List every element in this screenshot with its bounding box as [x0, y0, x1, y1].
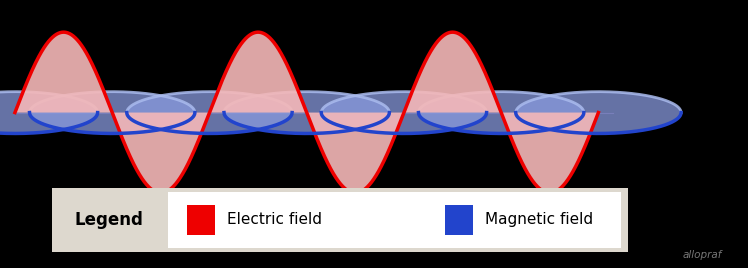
Text: Legend: Legend — [74, 211, 143, 229]
Polygon shape — [501, 113, 598, 193]
Text: Magnetic field: Magnetic field — [485, 212, 593, 227]
Polygon shape — [209, 32, 307, 113]
Polygon shape — [419, 92, 584, 133]
Polygon shape — [127, 92, 292, 133]
FancyBboxPatch shape — [187, 205, 215, 234]
Text: allopraf: allopraf — [682, 250, 722, 260]
FancyBboxPatch shape — [52, 188, 628, 252]
Polygon shape — [224, 92, 390, 133]
Polygon shape — [15, 32, 112, 113]
FancyBboxPatch shape — [168, 192, 621, 248]
Polygon shape — [404, 32, 501, 113]
Polygon shape — [30, 92, 194, 133]
Text: Electric field: Electric field — [227, 212, 322, 227]
Polygon shape — [307, 113, 404, 193]
FancyBboxPatch shape — [445, 205, 473, 234]
Polygon shape — [322, 92, 487, 133]
Polygon shape — [516, 92, 681, 133]
Polygon shape — [0, 92, 97, 133]
Polygon shape — [112, 113, 209, 193]
